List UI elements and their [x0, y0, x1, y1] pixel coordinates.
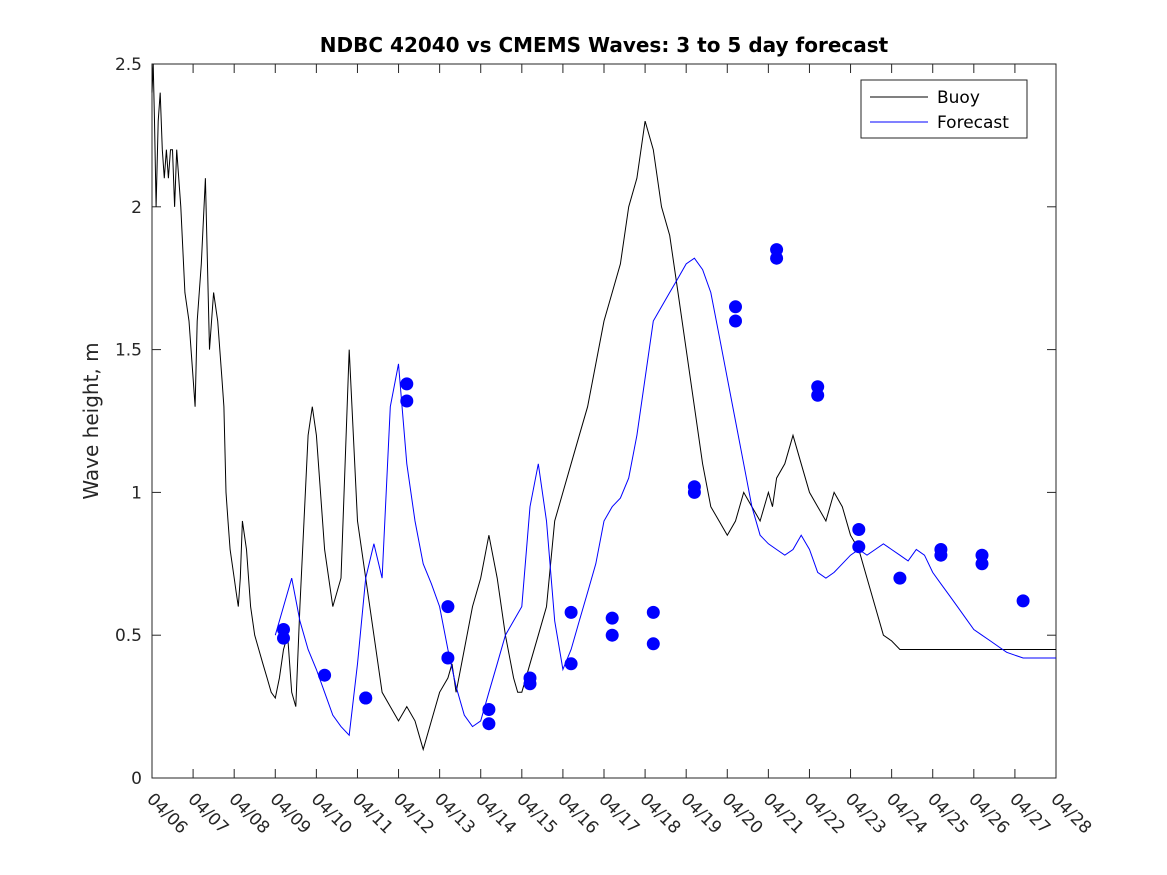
forecast-point [811, 388, 825, 402]
forecast-point [482, 703, 496, 716]
forecast-point [482, 717, 496, 731]
forecast-point [441, 600, 455, 614]
forecast-point [400, 394, 414, 408]
legend-forecast-label: Forecast [937, 113, 1009, 133]
forecast-point [359, 691, 373, 705]
forecast-point [564, 657, 578, 671]
forecast-point [400, 377, 414, 391]
chart-title: NDBC 42040 vs CMEMS Waves: 3 to 5 day fo… [320, 33, 889, 57]
forecast-point [729, 314, 742, 328]
forecast-point [770, 251, 784, 265]
y-tick-label: 2.5 [115, 55, 142, 75]
forecast-point [277, 631, 290, 645]
forecast-point [852, 540, 866, 554]
legend-buoy-label: Buoy [937, 88, 980, 108]
y-tick-label: 0 [131, 769, 142, 789]
forecast-point [893, 571, 907, 585]
forecast-point [605, 628, 619, 642]
forecast-point [934, 548, 948, 562]
forecast-point [318, 668, 332, 682]
y-axis-label: Wave height, m [79, 342, 103, 499]
forecast-point [564, 605, 578, 619]
legend-box [860, 79, 1028, 139]
series-layer [151, 63, 1056, 752]
forecast-point [687, 485, 701, 499]
legend: Buoy Forecast [860, 79, 1028, 139]
y-tick-label: 0.5 [115, 626, 142, 646]
forecast-point [605, 611, 619, 625]
series-line-forecast [274, 257, 1056, 737]
forecast-point [646, 637, 660, 651]
forecast-point [441, 651, 455, 665]
forecast-point [852, 523, 866, 536]
forecast-point [646, 605, 660, 619]
forecast-point [523, 677, 537, 691]
y-tick-label: 1.5 [115, 341, 142, 361]
y-tick-label: 1 [131, 483, 142, 503]
y-tick-label: 2 [131, 198, 142, 218]
forecast-point [729, 300, 742, 314]
forecast-point [1016, 594, 1030, 608]
forecast-point [975, 557, 989, 571]
y-axis: 0 0.5 1 1.5 2 2.5 [115, 55, 1056, 789]
plot-area [151, 63, 1057, 779]
